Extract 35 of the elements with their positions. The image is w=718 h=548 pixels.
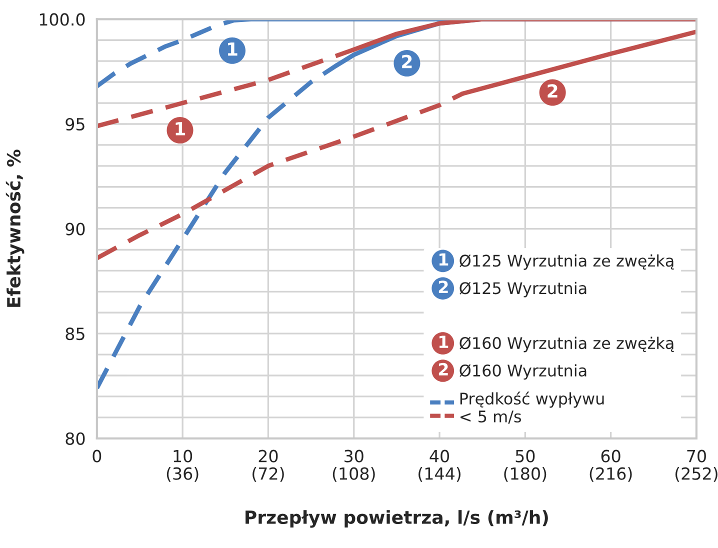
- annotation: 2: [402, 54, 412, 68]
- x2-tick-label: (252): [675, 467, 718, 482]
- x-tick-label: 20: [258, 450, 278, 462]
- text: 2: [438, 362, 448, 376]
- annotation: 2: [548, 84, 558, 98]
- y-tick-label: 80: [66, 432, 85, 445]
- annotation: 1: [228, 42, 238, 56]
- x-tick-label: 70: [687, 450, 706, 462]
- x2-tick-label: (36): [166, 467, 198, 482]
- x2-tick-label: (180): [504, 467, 546, 482]
- x2-tick-label: (144): [418, 467, 460, 482]
- annotation: 1: [176, 122, 186, 136]
- y-tick-label: 85: [66, 328, 84, 340]
- y-tick-label: 90: [66, 222, 85, 236]
- x-tick-label: 40: [430, 450, 450, 462]
- legend-label: Ø160 Wyrzutnia ze zwężką: [460, 336, 674, 352]
- y-tick-label: 100.0: [40, 13, 85, 26]
- x-axis-title: Przepływ powietrza, l/s (m³/h): [246, 510, 548, 528]
- x-tick-label: 60: [601, 450, 620, 462]
- text: 1: [439, 253, 448, 266]
- x2-tick-label: (216): [590, 467, 632, 482]
- x-tick-label: 50: [516, 450, 535, 462]
- x-tick-label: 10: [174, 450, 192, 462]
- annotation: Prędkość wypływu < 5 m/s: [460, 392, 604, 424]
- x-tick-label: 0: [92, 450, 102, 462]
- y-axis-title: Efektywność, %: [6, 150, 24, 307]
- x2-tick-label: (72): [252, 467, 284, 482]
- x-tick-label: 30: [344, 450, 364, 462]
- legend-label: Ø125 Wyrzutnia: [460, 282, 586, 298]
- legend-label: Ø125 Wyrzutnia ze zwężką: [460, 254, 674, 270]
- text: 2: [438, 280, 448, 294]
- x2-tick-label: (108): [332, 467, 375, 482]
- text: 1: [439, 336, 448, 348]
- y-tick-label: 95: [66, 118, 84, 131]
- legend-label: Ø160 Wyrzutnia: [460, 364, 586, 380]
